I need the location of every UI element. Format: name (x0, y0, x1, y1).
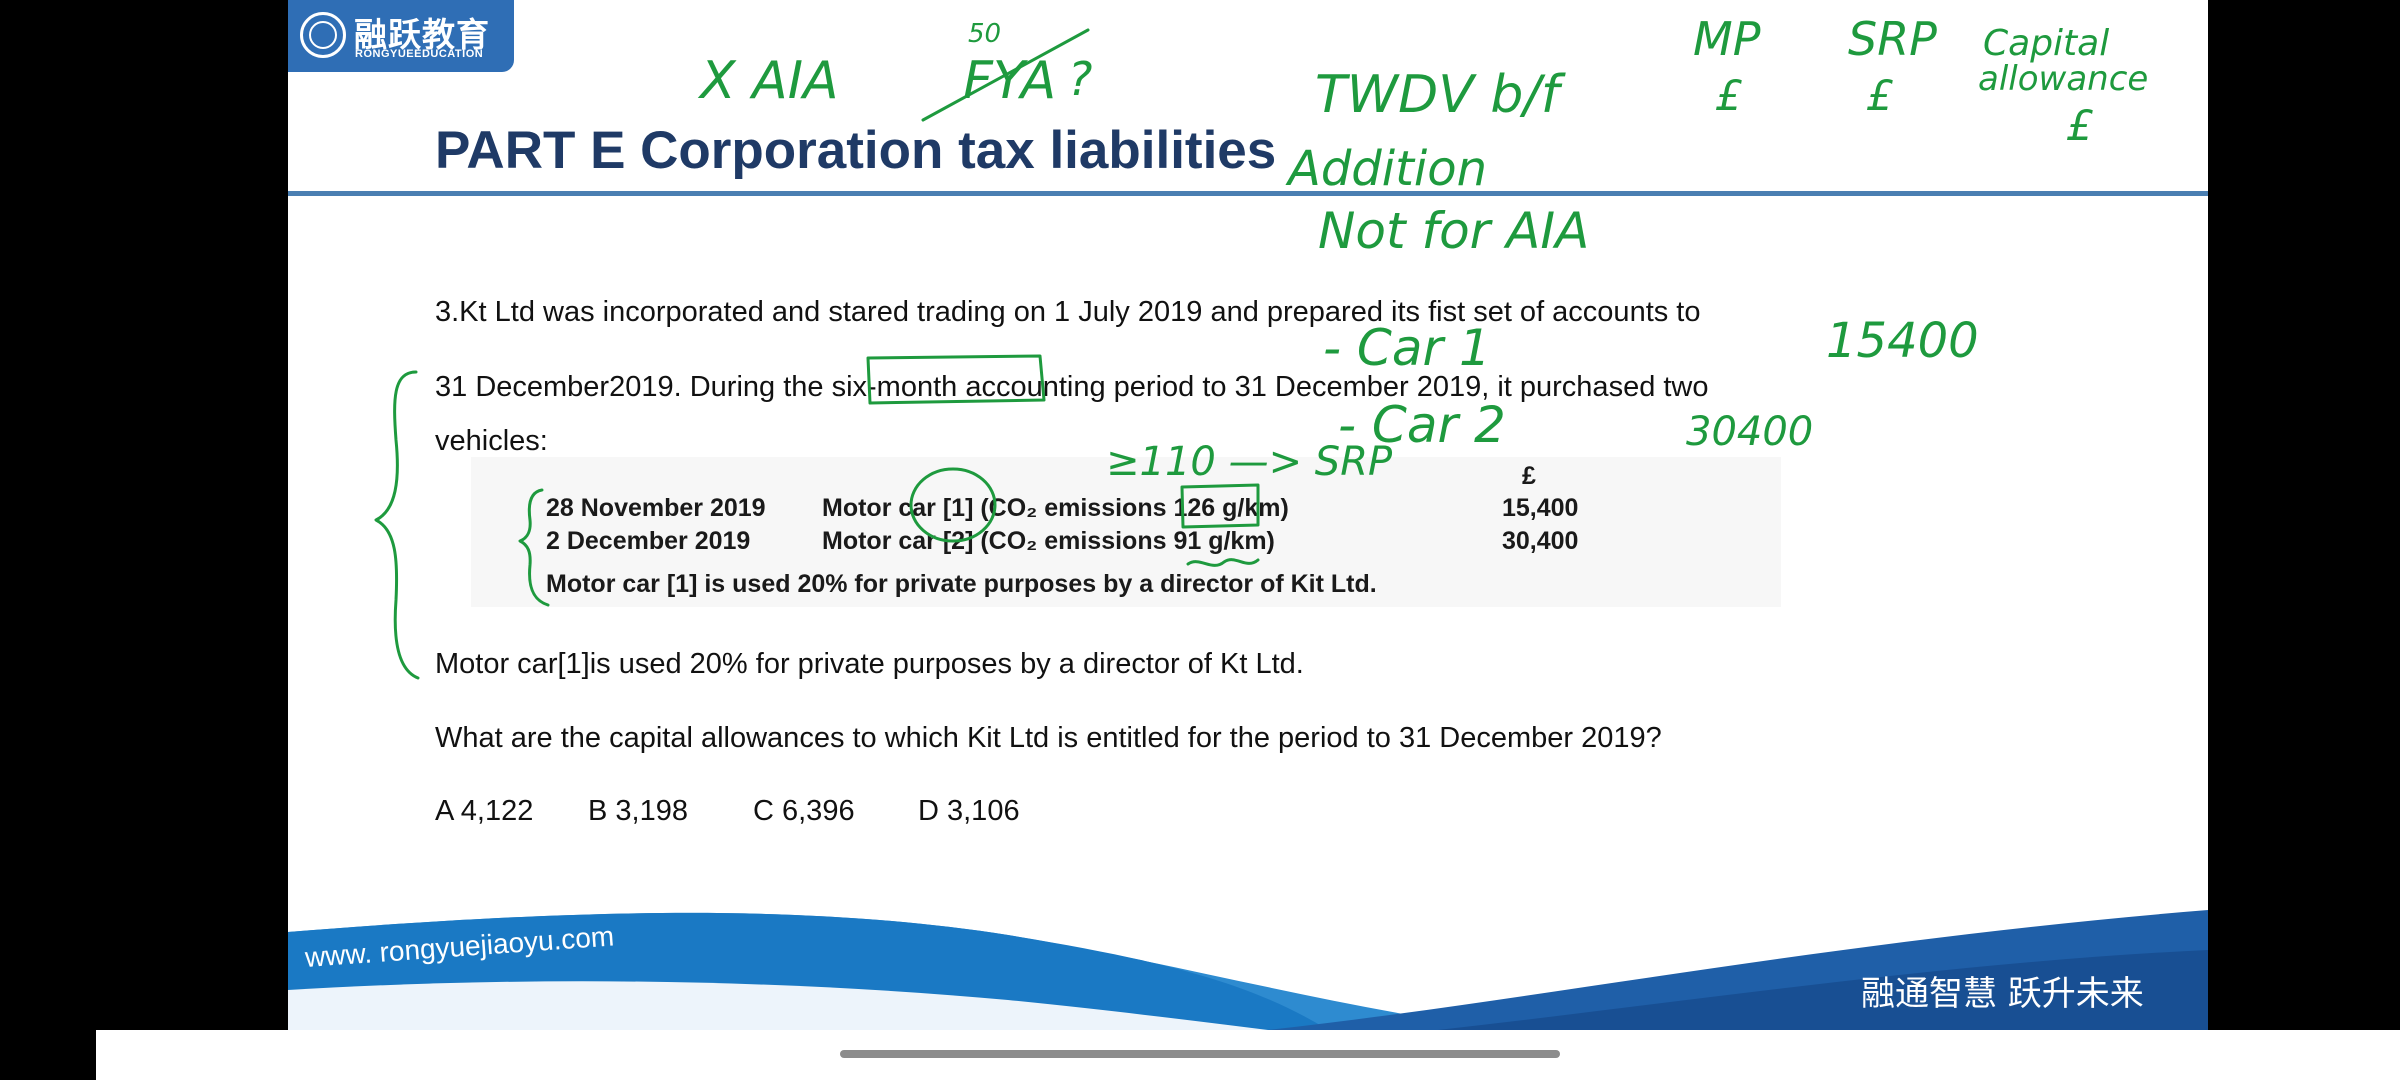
answer-option-b: B 3,198 (588, 795, 688, 827)
table-note: Motor car [1] is used 20% for private pu… (546, 570, 1377, 598)
row2-description: Motor car [2] (CO₂ emissions 91 g/km) (822, 527, 1275, 555)
ink-not-for-aia: Not for AIA (1318, 202, 1589, 260)
ink-srp-header: SRP (1848, 12, 1937, 66)
footer-slogan: 融通智慧 跃升未来 (1861, 974, 2144, 1014)
lecture-slide: 融跃教育 RONGYUEEDUCATION PART E Corporation… (288, 0, 2208, 1030)
ink-pound-ca: £ (2066, 101, 2093, 150)
row2-date: 2 December 2019 (546, 527, 751, 555)
row2-amount: 30,400 (1502, 527, 1579, 555)
ink-value-car1: 15400 (1826, 313, 1979, 369)
ink-capital: Capital (1983, 23, 2109, 64)
ink-strike-fya (921, 28, 1090, 122)
ink-underline-91 (1186, 558, 1260, 567)
brand-logo: 融跃教育 RONGYUEEDUCATION (288, 0, 514, 72)
ink-srp-note: ≥110 —> SRP (1106, 439, 1393, 485)
ink-car2: - Car 2 (1338, 396, 1506, 454)
ink-circle-car1 (909, 467, 997, 543)
ink-pound-srp: £ (1866, 71, 1893, 120)
answer-option-d: D 3,106 (918, 795, 1020, 827)
ink-brace-large (374, 370, 420, 680)
ink-box-six-month (866, 354, 1046, 405)
slide-title: PART E Corporation tax liabilities (435, 121, 1277, 180)
ink-addition: Addition (1285, 141, 1487, 197)
question-paragraph-1: 3.Kt Ltd was incorporated and stared tra… (435, 296, 1701, 328)
row1-date: 28 November 2019 (546, 494, 766, 522)
question-paragraph-2: 31 December2019. During the six-month ac… (435, 371, 1709, 403)
question-paragraph-4: Motor car[1]is used 20% for private purp… (435, 648, 1304, 680)
answer-option-c: C 6,396 (753, 795, 855, 827)
ink-fya-pct: 50 (968, 19, 1001, 49)
ink-car1: - Car 1 (1323, 319, 1491, 377)
answer-option-a: A 4,122 (435, 795, 534, 827)
ink-pound-mp: £ (1715, 71, 1742, 120)
logo-chinese-name: 融跃教育 (354, 15, 490, 54)
row1-amount: 15,400 (1502, 494, 1579, 522)
logo-english-name: RONGYUEEDUCATION (355, 48, 484, 60)
ink-fya-question: ? (1068, 52, 1092, 106)
ink-allowance: allowance (1978, 59, 2148, 99)
row1-description: Motor car [1] (CO₂ emissions 126 g/km) (822, 494, 1289, 522)
footer-wave (288, 910, 2208, 1030)
ink-box-126 (1180, 483, 1260, 529)
vehicle-purchase-table: £ 28 November 2019 Motor car [1] (CO₂ em… (471, 457, 1781, 607)
question-prompt: What are the capital allowances to which… (435, 722, 1662, 754)
ink-xaia: X AIA (697, 51, 839, 111)
ink-twdv: TWDV b/f (1315, 65, 1566, 125)
ink-brace-small (518, 488, 550, 607)
ink-fya: FYA (963, 51, 1056, 111)
handwritten-annotations: X AIA FYA ? 50 TWDV b/f Addition Not for… (374, 12, 2148, 680)
ink-value-car2: 30400 (1686, 409, 1813, 455)
home-indicator-bar[interactable] (840, 1050, 1560, 1058)
logo-seal-icon (300, 12, 346, 58)
ink-mp: MP (1693, 12, 1761, 66)
question-paragraph-3: vehicles: (435, 425, 548, 457)
title-divider (288, 191, 2208, 196)
currency-header: £ (1522, 462, 1536, 490)
